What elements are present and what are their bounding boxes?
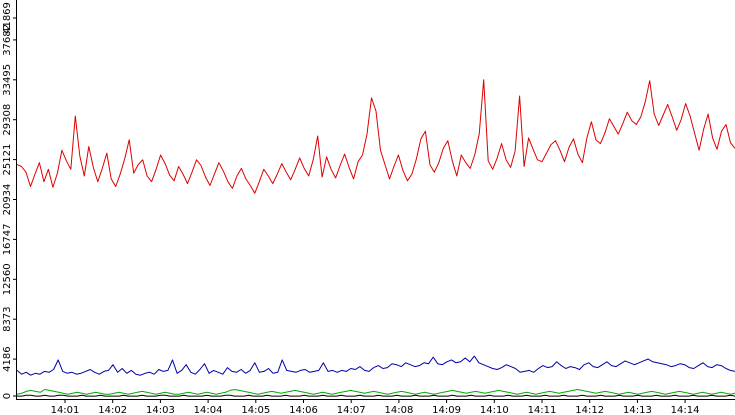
x-tick-label: 14:10 <box>480 405 509 415</box>
y-tick-label: 41869 <box>2 2 13 34</box>
x-tick-label: 14:14 <box>671 405 700 415</box>
series-line-2 <box>16 355 735 376</box>
x-tick-label: 14:07 <box>337 405 366 415</box>
x-axis: 14:01 14:02 14:03 14:04 14:05 14:06 14:07 14:08… <box>16 399 735 415</box>
plot-area <box>16 79 735 397</box>
x-tick-label: 14:03 <box>146 405 175 415</box>
series-line-3 <box>16 389 735 395</box>
x-tick-label: 14:13 <box>623 405 652 415</box>
series-line-1 <box>16 79 735 194</box>
y-tick-label: 25121 <box>2 144 13 176</box>
x-tick-label: 14:08 <box>384 405 413 415</box>
y-axis: 0 4186 8373 12560 16747 20934 25121 29308 33495 3… <box>2 0 17 400</box>
x-tick-label: 14:04 <box>194 405 223 415</box>
y-tick-label: 29308 <box>2 104 13 136</box>
y-tick-label: 12560 <box>2 263 13 295</box>
y-tick-label: 16747 <box>2 223 13 255</box>
series-line-4 <box>17 394 735 397</box>
y-tick-label: 0 <box>2 393 13 399</box>
y-tick-label: 20934 <box>2 184 13 216</box>
y-tick-label: 8373 <box>2 306 13 331</box>
x-tick-label: 14:01 <box>51 405 80 415</box>
x-tick-label: 14:09 <box>432 405 461 415</box>
y-tick-label: 33495 <box>2 64 13 96</box>
x-tick-label: 14:12 <box>575 405 604 415</box>
x-tick-label: 14:05 <box>241 405 270 415</box>
x-tick-label: 14:02 <box>98 405 127 415</box>
x-tick-label: 14:11 <box>528 405 557 415</box>
y-tick-label: 4186 <box>2 346 13 371</box>
y-tick-label: 37682 <box>2 24 13 56</box>
x-tick-label: 14:06 <box>289 405 318 415</box>
